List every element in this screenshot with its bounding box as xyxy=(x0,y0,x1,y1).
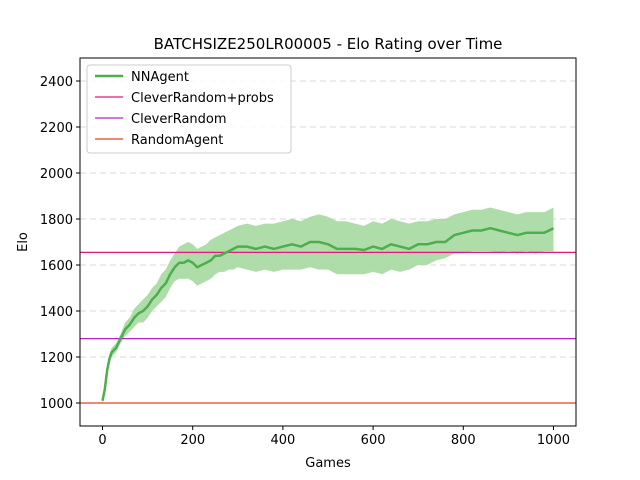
legend-label-nnagent: NNAgent xyxy=(131,70,189,85)
y-tick-label: 1000 xyxy=(40,397,73,412)
legend-box xyxy=(86,64,292,154)
x-tick-label: 400 xyxy=(270,433,295,448)
y-tick-label: 1800 xyxy=(40,213,73,228)
nnagent-line xyxy=(101,226,555,401)
legend-label-randomagent: RandomAgent xyxy=(131,133,223,148)
y-axis: 1000 1200 1400 1600 1800 2000 2200 2400 xyxy=(40,75,80,412)
x-tick-label: 200 xyxy=(180,433,205,448)
x-axis: 0 200 400 600 800 1000 xyxy=(98,426,570,448)
legend-label-cleverrandom: CleverRandom xyxy=(131,112,227,127)
reference-lines xyxy=(80,251,576,404)
y-tick-label: 2200 xyxy=(40,121,73,136)
y-tick-label: 1400 xyxy=(40,305,73,320)
x-tick-label: 0 xyxy=(98,433,106,448)
y-tick-label: 2400 xyxy=(40,75,73,90)
legend-label-cleverrandom-probs: CleverRandom+probs xyxy=(131,91,274,106)
nnagent-line-group xyxy=(101,226,555,401)
y-tick-label: 2000 xyxy=(40,167,73,182)
y-axis-label: Elo xyxy=(16,232,31,252)
y-tick-label: 1200 xyxy=(40,351,73,366)
x-axis-label: Games xyxy=(305,456,351,471)
x-tick-label: 800 xyxy=(451,433,476,448)
y-tick-label: 1600 xyxy=(40,259,73,274)
x-tick-label: 1000 xyxy=(537,433,570,448)
legend: NNAgent CleverRandom+probs CleverRandom Ran… xyxy=(86,64,292,154)
plot-frame xyxy=(79,57,577,427)
chart-title: BATCHSIZE250LR00005 - Elo Rating over Ti… xyxy=(154,35,503,53)
x-tick-label: 600 xyxy=(361,433,386,448)
